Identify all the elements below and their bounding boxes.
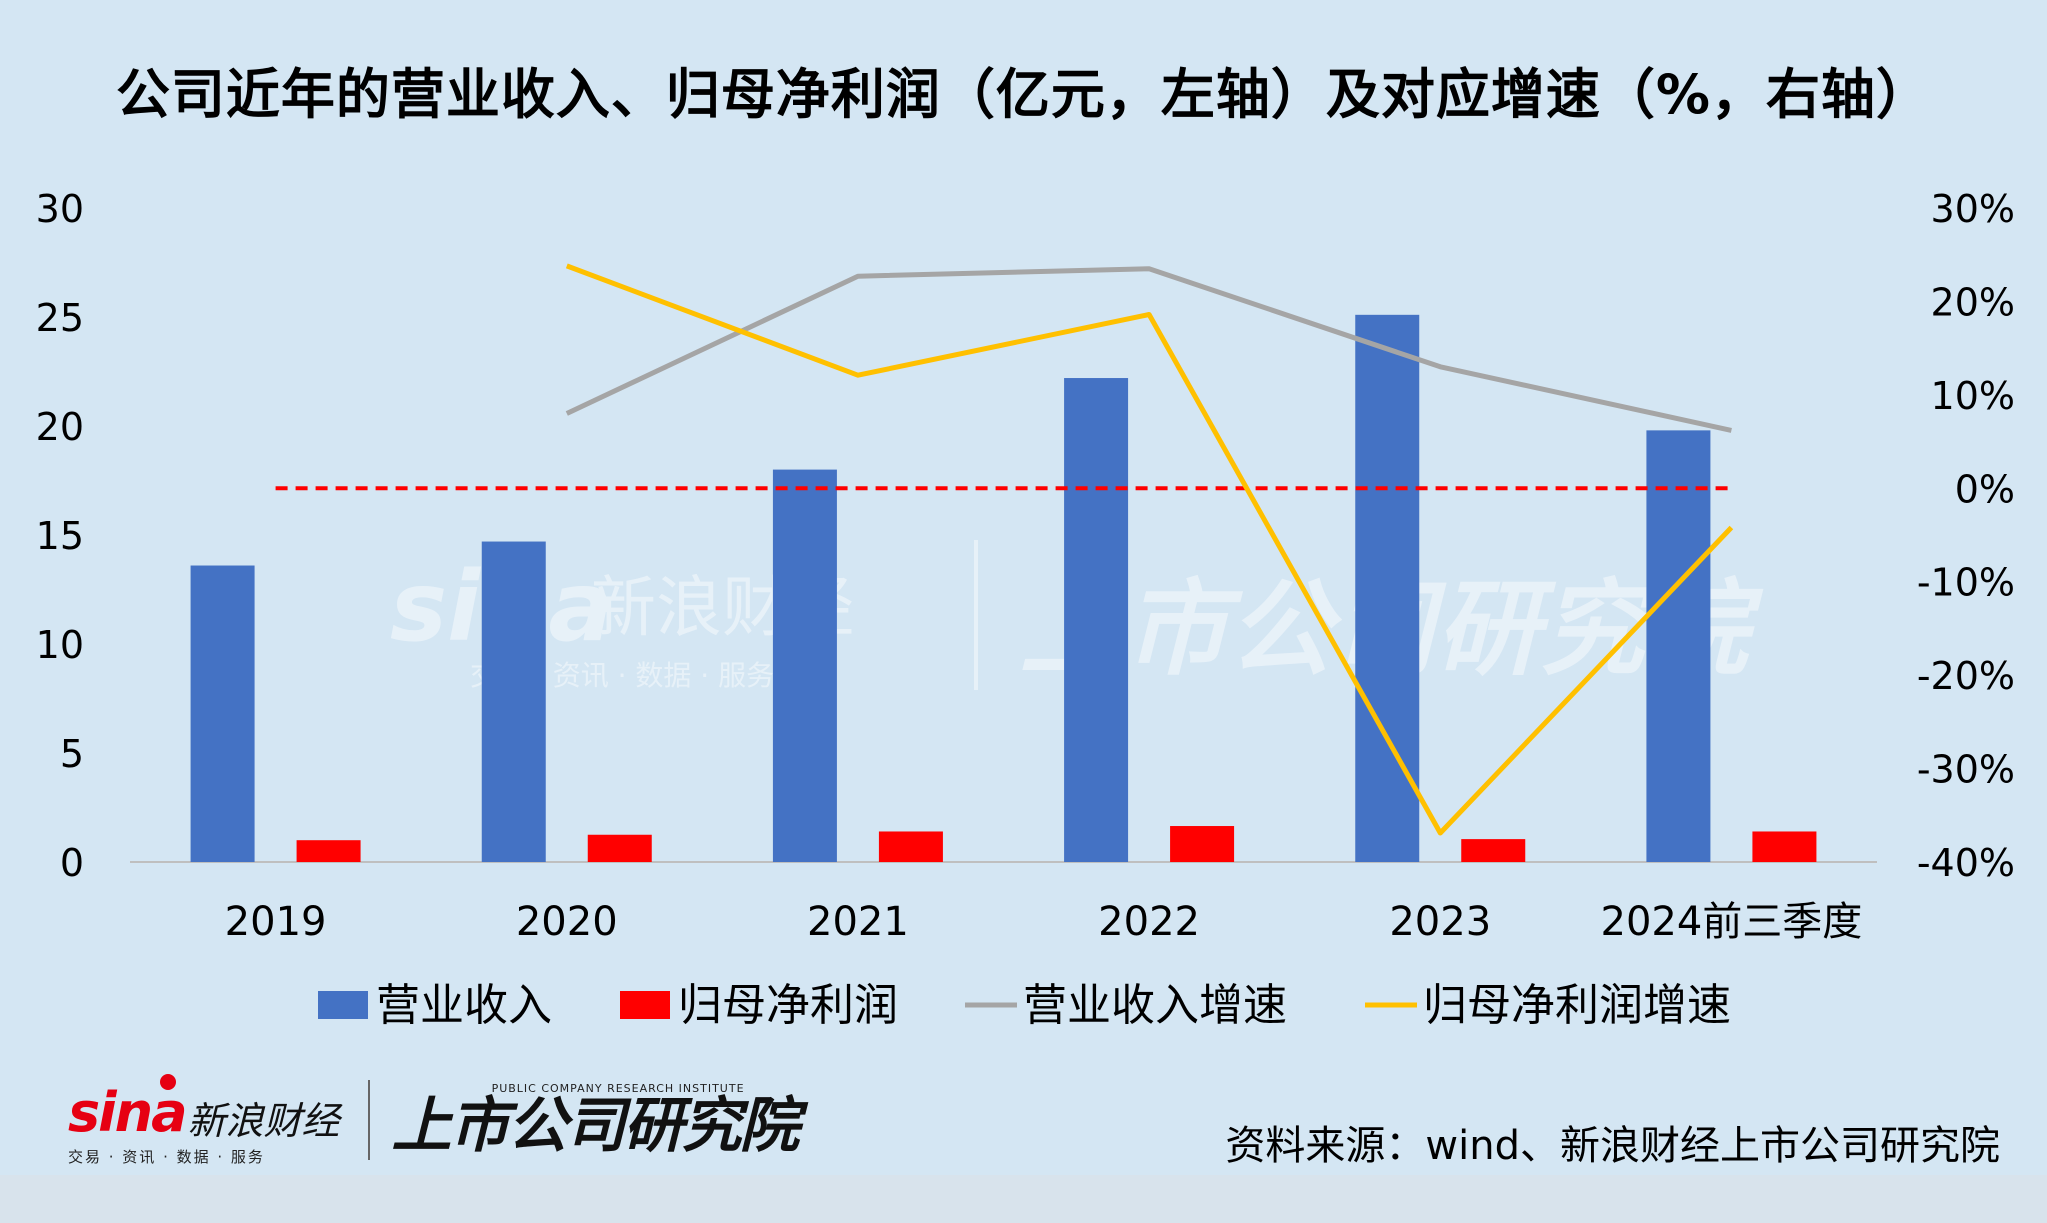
sina-tagline: 交易 · 资讯 · 数据 · 服务: [68, 1147, 265, 1166]
y-left-tick-label: 0: [60, 841, 84, 885]
sina-eye-icon: [159, 1073, 176, 1090]
chart-title: 公司近年的营业收入、归母净利润（亿元，左轴）及对应增速（%，右轴）: [115, 63, 1932, 126]
legend-label: 营业收入: [376, 980, 552, 1031]
series-line: [565, 266, 1732, 433]
bar: [1170, 826, 1235, 862]
y-right-tick-label: -40%: [1917, 841, 2015, 885]
bar: [878, 831, 943, 862]
institute-english-name: PUBLIC COMPANY RESEARCH INSTITUTE: [491, 1082, 745, 1095]
bar: [1752, 831, 1817, 862]
bar: [1355, 314, 1420, 862]
bar: [190, 565, 255, 862]
x-tick-label: 2022: [1098, 899, 1200, 945]
x-tick-label: 2021: [807, 899, 909, 945]
legend-label: 归母净利润: [678, 980, 898, 1031]
bar: [1064, 378, 1129, 862]
y-right-tick-label: -30%: [1917, 748, 2015, 792]
y-left-tick-label: 10: [36, 623, 84, 667]
source-note: 资料来源：wind、新浪财经上市公司研究院: [1225, 1123, 2000, 1169]
bar: [296, 840, 361, 862]
x-tick-label: 2019: [225, 899, 327, 945]
legend-swatch: [318, 991, 368, 1019]
footer-branding: sina 新浪财经 交易 · 资讯 · 数据 · 服务 PUBLIC COMPA…: [68, 1073, 800, 1167]
bar: [772, 469, 837, 862]
y-left-tick-label: 30: [36, 187, 84, 231]
y-left-tick-label: 25: [36, 296, 84, 340]
y-left-tick-label: 15: [36, 514, 84, 558]
bar: [481, 541, 546, 862]
y-left-tick-label: 20: [36, 405, 84, 449]
y-right-tick-label: 20%: [1931, 280, 2015, 324]
institute-logo: PUBLIC COMPANY RESEARCH INSTITUTE 上市公司研究…: [391, 1082, 800, 1161]
sina-wordmark: sina: [68, 1080, 188, 1144]
bar: [1461, 839, 1526, 862]
sina-finance-name: 新浪财经: [187, 1098, 340, 1143]
legend-label: 归母净利润增速: [1423, 980, 1731, 1031]
legend-swatch: [620, 991, 670, 1019]
y-right-tick-label: -10%: [1917, 561, 2015, 605]
legend-label: 营业收入增速: [1023, 980, 1287, 1031]
x-tick-label: 2023: [1389, 899, 1491, 945]
x-tick-label: 2020: [516, 899, 618, 945]
y-left-tick-label: 5: [60, 732, 84, 776]
y-right-tick-label: 30%: [1931, 187, 2015, 231]
series-line: [565, 263, 1734, 836]
logo-divider: [367, 1080, 370, 1160]
institute-chinese-name: 上市公司研究院: [391, 1091, 800, 1161]
y-right-tick-label: -20%: [1917, 654, 2015, 698]
y-right-tick-label: 0%: [1955, 467, 2015, 511]
bar: [1646, 430, 1711, 862]
bar: [587, 834, 652, 862]
x-tick-label: 2024前三季度: [1601, 899, 1863, 945]
sina-logo: sina 新浪财经 交易 · 资讯 · 数据 · 服务: [68, 1073, 340, 1167]
plot-area: 0 5 10 15 20 25 30 -40% -30% -20% -10% 0% 10% 20% 30% 2…: [36, 187, 2015, 1031]
y-right-tick-label: 10%: [1931, 374, 2015, 418]
bottom-strip: [0, 1175, 2047, 1223]
